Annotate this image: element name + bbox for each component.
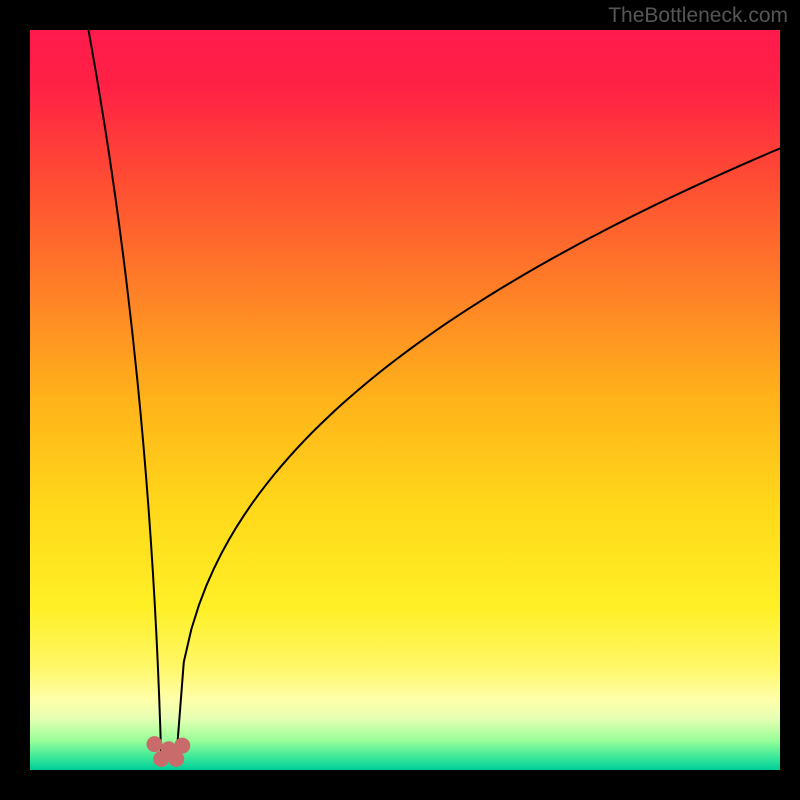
valley-marker — [174, 738, 190, 754]
chart-svg — [0, 0, 800, 800]
bottleneck-chart — [0, 0, 800, 800]
watermark-text: TheBottleneck.com — [608, 4, 788, 28]
valley-marker — [147, 736, 163, 752]
